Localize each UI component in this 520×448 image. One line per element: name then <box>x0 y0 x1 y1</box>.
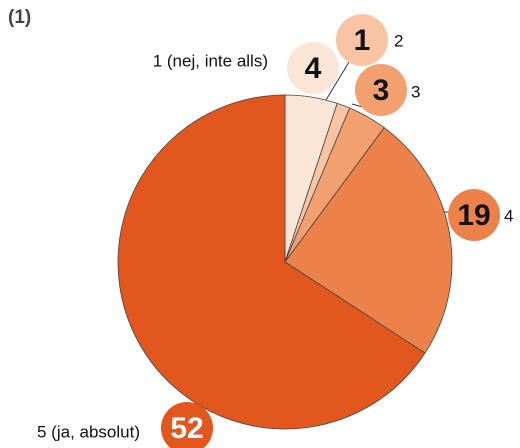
data-label: 19 <box>457 199 490 232</box>
value-bubble <box>161 402 213 448</box>
value-bubble <box>287 42 339 94</box>
bubbles: 4 1 (nej, inte alls) 1 2 3 3 19 4 52 5 (ja, absol… <box>37 14 513 448</box>
category-label: 3 <box>411 82 420 101</box>
category-label: 2 <box>394 31 403 50</box>
category-label: 4 <box>504 206 513 225</box>
category-label: 1 (nej, inte alls) <box>153 51 268 70</box>
pie-slice <box>117 94 426 430</box>
chart-title: (1) <box>8 7 31 28</box>
pie-slice <box>284 127 453 354</box>
pie <box>117 94 453 430</box>
data-label: 4 <box>305 52 322 85</box>
value-bubble <box>355 64 407 116</box>
data-label: 3 <box>373 74 390 107</box>
category-label: 5 (ja, absolut) <box>37 422 140 441</box>
data-label: 1 <box>354 24 371 57</box>
leader-line <box>325 61 350 101</box>
value-bubble <box>448 189 500 241</box>
data-label: 52 <box>170 412 203 445</box>
value-bubble <box>336 14 388 66</box>
